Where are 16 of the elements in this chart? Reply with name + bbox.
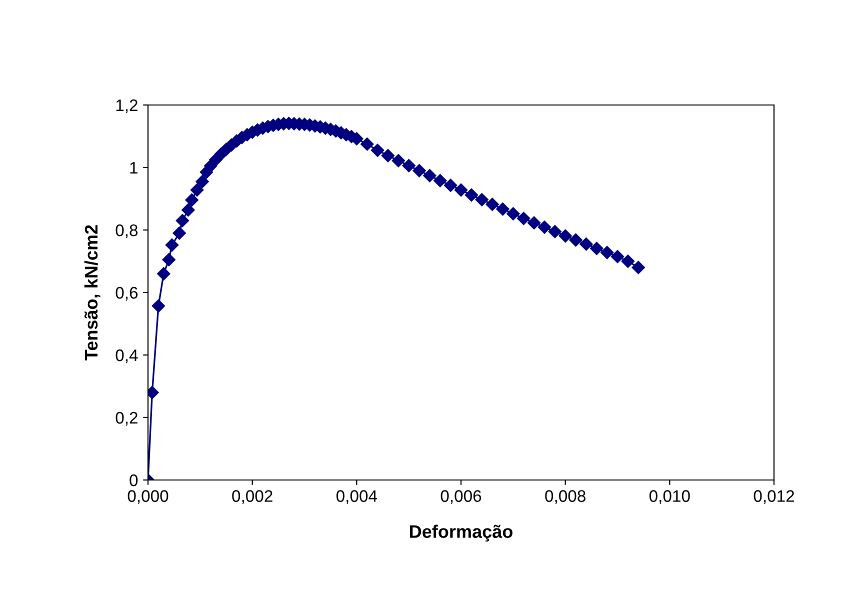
y-tick-label: 0 — [130, 474, 138, 486]
y-tick-label: 1 — [130, 162, 138, 174]
x-tick-label: 0,006 — [440, 490, 482, 504]
x-tick-label: 0,000 — [128, 490, 168, 504]
x-tick-label: 0,012 — [754, 490, 794, 504]
y-tick-label: 0,4 — [116, 349, 138, 364]
y-tick-label: 1,2 — [116, 99, 138, 114]
x-tick-label: 0,008 — [545, 490, 586, 504]
x-axis-title: Deformação — [410, 524, 512, 542]
x-tick-label: 0,002 — [232, 490, 272, 504]
x-tick-label: 0,010 — [649, 490, 690, 504]
y-tick-label: 0,6 — [116, 286, 138, 301]
y-axis-title: Tensão, kN/cm2 — [84, 225, 100, 360]
y-tick-label: 0,8 — [116, 224, 138, 238]
x-tick-label: 0,004 — [336, 490, 378, 504]
y-tick-label: 0,2 — [116, 412, 138, 426]
